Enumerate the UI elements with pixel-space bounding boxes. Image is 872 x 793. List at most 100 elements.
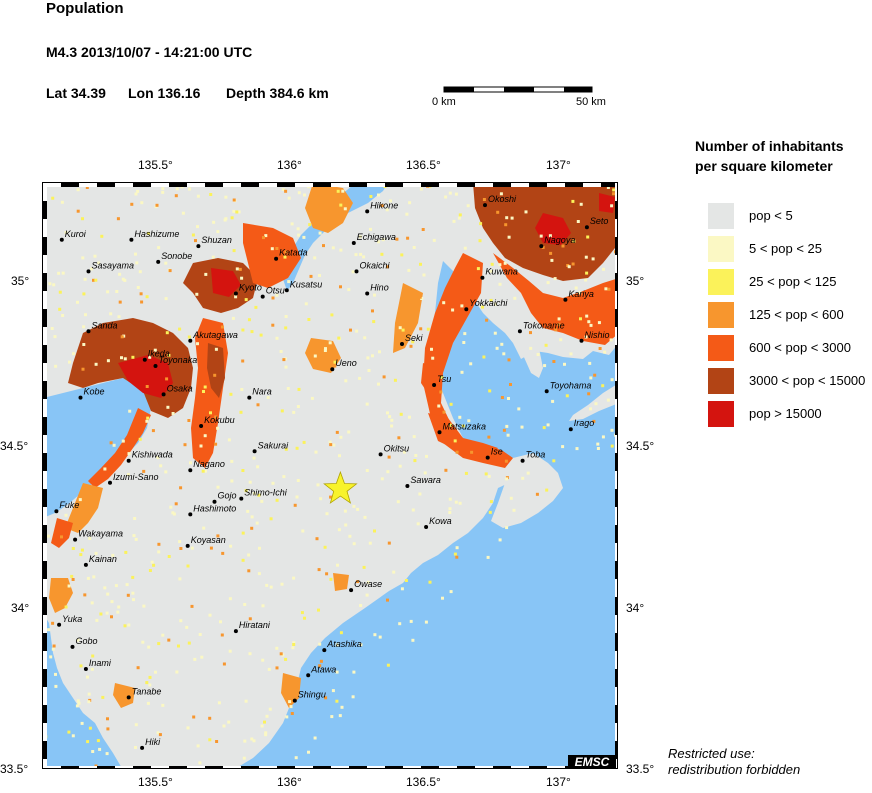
city-label: Tanabe [132,686,162,696]
legend-item: 25 < pop < 125 [708,269,872,295]
population-speckle [271,481,275,485]
border-segment [615,435,617,453]
border-segment [493,766,511,768]
population-layer [49,183,617,708]
population-speckle [486,555,490,559]
population-speckle [214,347,218,351]
population-speckle [304,302,308,306]
border-segment [43,766,61,768]
border-segment [187,766,205,768]
population-speckle [118,300,122,304]
city-marker [405,484,410,488]
population-speckle [241,359,245,363]
border-segment [277,183,295,187]
border-segment [331,766,349,768]
city-marker [365,209,370,214]
city-label: Sakurai [258,440,290,450]
population-speckle [591,257,595,261]
population-speckle [138,437,142,441]
city-marker [233,629,238,634]
population-speckle [94,551,98,555]
population-speckle [208,716,212,720]
population-speckle [216,534,220,538]
population-speckle [339,435,343,439]
border-segment [615,291,617,309]
population-speckle [610,428,614,432]
city-marker [579,338,584,343]
population-speckle [529,331,532,335]
population-speckle [157,550,161,554]
border-segment [615,543,617,561]
population-speckle [354,253,358,257]
city-label: Yuka [62,614,82,624]
population-speckle [352,670,356,674]
border-segment [43,615,47,633]
population-speckle [209,546,213,550]
border-segment [43,525,47,543]
population-speckle [203,385,207,389]
city-marker [483,203,487,208]
population-speckle [313,256,317,260]
border-segment [475,183,493,187]
border-segment [367,183,385,187]
population-speckle [202,390,205,393]
population-speckle [209,193,213,196]
epicenter-star-icon[interactable] [323,470,358,504]
population-map[interactable]: Kuroi Hashizume Shuzan Sonobe Sasayama Katada… [42,182,618,769]
population-speckle [387,541,391,545]
population-speckle [213,373,217,377]
population-speckle [240,276,244,280]
population-speckle [106,727,110,731]
population-speckle [275,498,279,502]
city-label: Ise [491,447,503,457]
population-speckle [284,657,288,661]
border-segment [133,183,151,187]
population-speckle [318,642,322,646]
population-speckle [148,683,152,687]
population-speckle [509,496,513,500]
population-speckle [385,208,389,212]
border-segment [615,381,617,399]
population-speckle [134,192,138,196]
city-marker [188,512,193,517]
border-segment [43,723,47,741]
population-speckle [196,225,199,229]
city-marker [86,329,91,334]
population-speckle [172,512,176,516]
population-speckle [411,638,415,642]
population-speckle [524,210,528,214]
population-speckle [199,444,203,448]
population-speckle [161,187,165,191]
population-speckle [544,343,548,347]
population-speckle [91,750,95,753]
population-speckle [96,739,100,743]
city-label: Hashimoto [193,503,236,513]
border-segment [43,741,47,759]
population-speckle [400,253,404,257]
population-speckle [587,320,591,324]
border-segment [615,579,617,597]
population-speckle [215,740,219,743]
population-speckle [216,230,220,234]
border-segment [43,759,47,768]
population-speckle [259,333,263,337]
population-speckle [413,459,417,463]
population-speckle [103,467,107,471]
population-speckle [284,315,288,318]
border-segment [115,183,133,187]
city-label: Kariya [568,289,594,299]
population-speckle [606,186,610,189]
city-marker [86,269,91,274]
population-speckle [488,510,492,514]
population-speckle [262,236,265,240]
city-label: Sanda [92,320,118,330]
population-speckle [509,383,512,386]
population-speckle [121,439,125,443]
population-speckle [79,553,83,557]
population-speckle [390,424,394,428]
population-speckle [284,189,288,193]
population-speckle [559,338,563,342]
population-speckle [487,474,491,478]
population-speckle [351,270,355,274]
population-speckle [109,441,113,445]
